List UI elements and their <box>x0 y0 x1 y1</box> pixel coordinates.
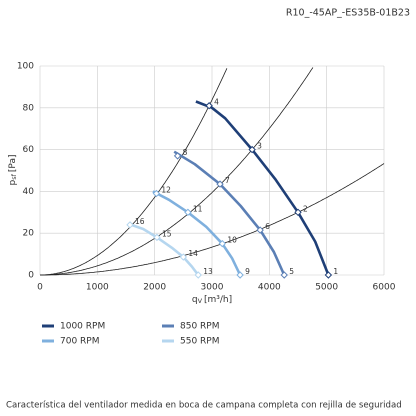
point-label: 8 <box>183 148 188 157</box>
fan-curve <box>173 150 286 276</box>
x-tick-label: 3000 <box>201 283 224 293</box>
operating-point <box>205 102 213 110</box>
point-label: 3 <box>257 142 262 151</box>
y-tick-label: 80 <box>23 103 35 113</box>
x-tick-label: 4000 <box>258 283 281 293</box>
point-label: 2 <box>303 204 308 213</box>
x-tick-label: 0 <box>37 283 43 293</box>
y-tick-label: 100 <box>17 62 34 72</box>
y-tick-label: 0 <box>28 271 34 281</box>
system-curve <box>40 67 314 276</box>
point-label: 12 <box>161 185 171 194</box>
point-label: 1 <box>333 267 338 276</box>
operating-point <box>179 253 188 261</box>
system-curve <box>40 68 228 276</box>
y-tick-label: 20 <box>23 229 35 239</box>
operating-point <box>280 271 288 279</box>
y-label-sub: sf <box>10 173 18 179</box>
fan-curve <box>195 100 330 276</box>
operating-point <box>153 233 161 242</box>
operating-point <box>248 145 256 154</box>
point-label: 11 <box>193 204 203 213</box>
operating-point <box>256 226 264 234</box>
fan-curve <box>127 222 200 276</box>
point-label: 15 <box>162 229 172 238</box>
operating-point <box>184 208 192 217</box>
legend-label: 850 RPM <box>180 322 220 332</box>
operating-point <box>236 271 244 279</box>
point-label: 10 <box>227 236 237 245</box>
x-label-unit: [m³/h] <box>204 295 232 305</box>
legend-label: 700 RPM <box>60 337 100 347</box>
x-tick-label: 1000 <box>86 283 109 293</box>
legend-label: 550 RPM <box>180 337 220 347</box>
y-axis-label: psf[Pa] <box>8 155 19 186</box>
operating-point <box>194 271 202 279</box>
point-label: 4 <box>214 98 219 107</box>
x-axis-label: qV [m³/h] <box>192 295 232 306</box>
operating-point <box>126 221 134 229</box>
y-label-unit: [Pa] <box>8 155 18 173</box>
point-label: 7 <box>225 176 230 185</box>
x-tick-label: 5000 <box>315 283 338 293</box>
x-label-main: q <box>192 295 198 305</box>
point-label: 5 <box>289 267 294 276</box>
y-tick-label: 60 <box>23 145 35 155</box>
operating-point <box>152 189 161 198</box>
point-label: 6 <box>265 222 270 231</box>
point-label: 9 <box>245 267 250 276</box>
point-label: 14 <box>188 249 198 258</box>
legend-label: 1000 RPM <box>60 322 105 332</box>
x-tick-label: 2000 <box>143 283 166 293</box>
x-label-sub: V <box>198 297 203 305</box>
x-tick-label: 6000 <box>373 283 396 293</box>
operating-point <box>218 239 227 248</box>
fan-curve <box>152 190 242 276</box>
caption: Característica del ventilador medida en … <box>6 401 402 411</box>
point-label: 16 <box>135 217 145 226</box>
y-tick-label: 40 <box>23 187 35 197</box>
point-label: 13 <box>203 267 213 276</box>
operating-point <box>294 208 302 217</box>
y-label-main: p <box>8 179 18 185</box>
operating-point <box>173 152 182 160</box>
chart-title: R10_-45AP_-ES35B-01B23 <box>286 8 410 19</box>
operating-point <box>324 271 333 279</box>
operating-point <box>216 180 224 188</box>
system-curve <box>40 163 385 276</box>
